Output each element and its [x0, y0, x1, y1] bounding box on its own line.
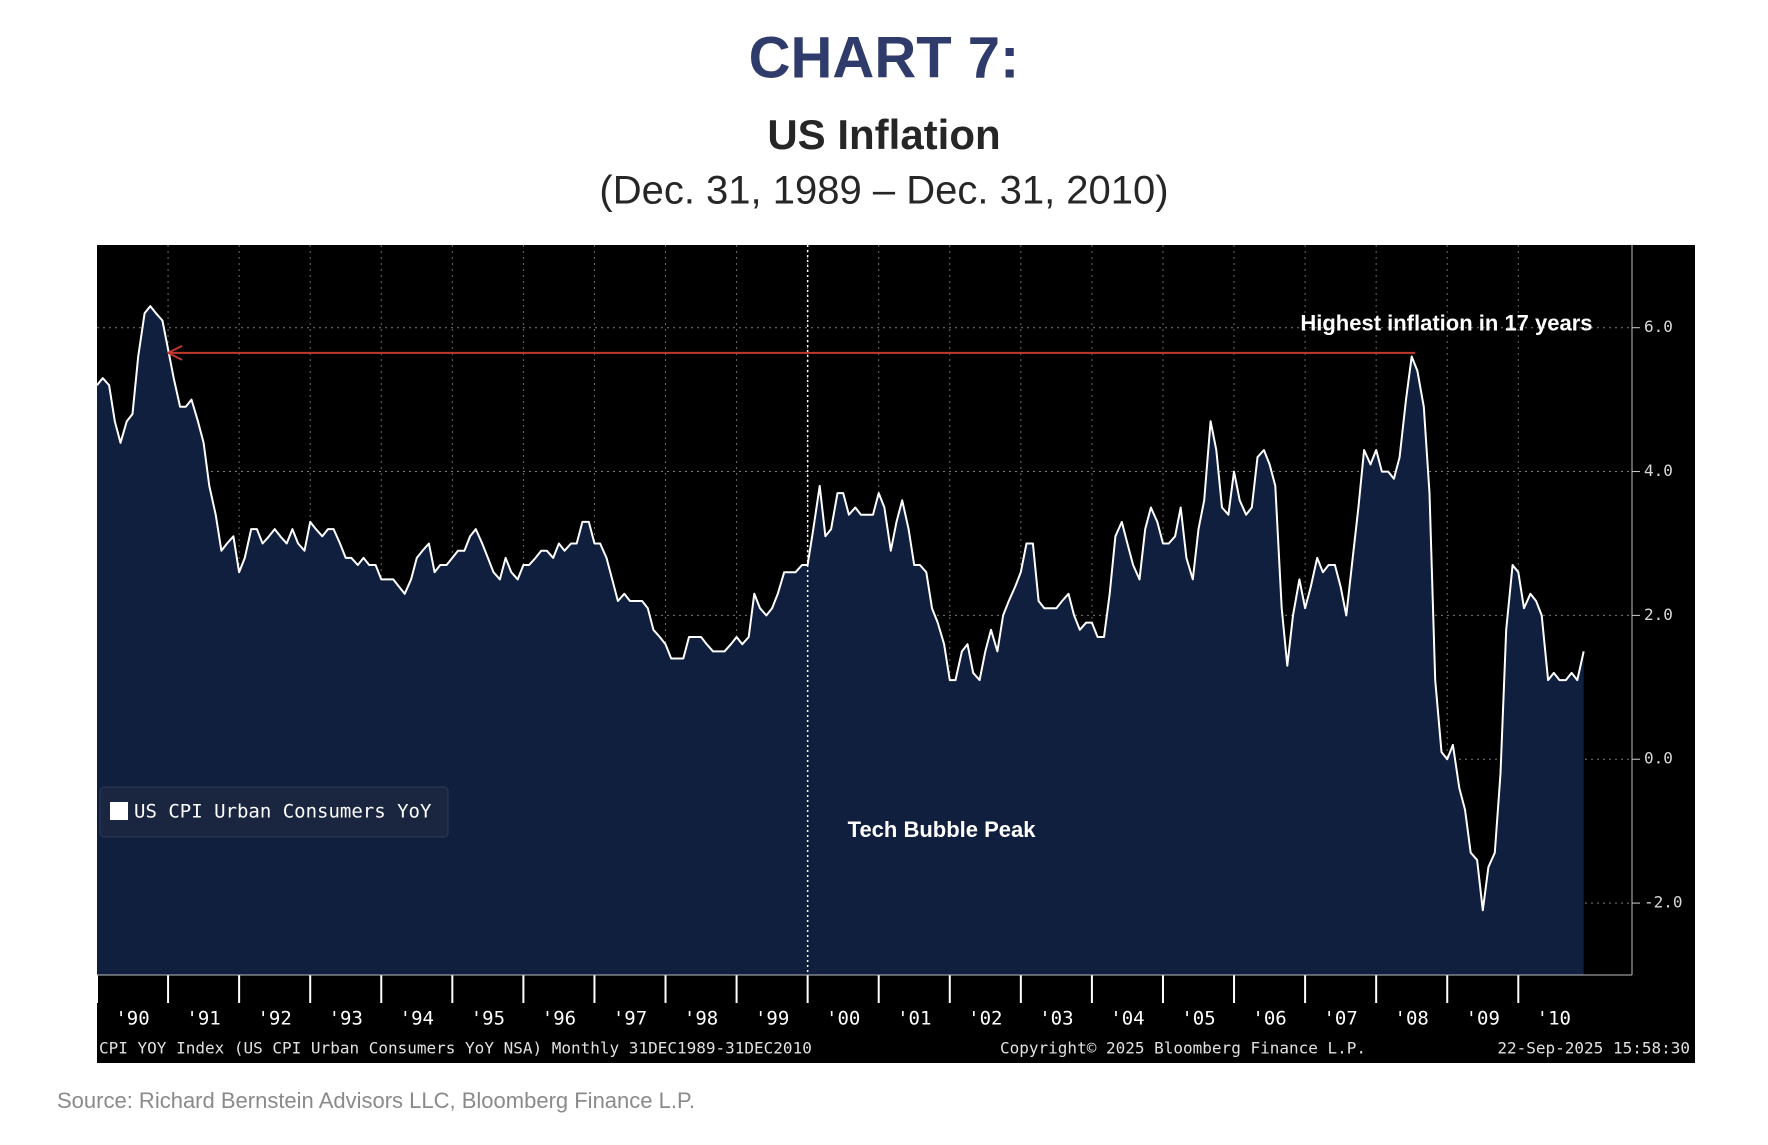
x-tick-label: '07	[1323, 1008, 1357, 1030]
y-tick-label: 4.0	[1644, 461, 1673, 480]
x-tick-label: '01	[897, 1008, 931, 1030]
y-tick-label: 6.0	[1644, 317, 1673, 336]
y-tick-label: -2.0	[1644, 893, 1683, 912]
x-tick-label: '92	[257, 1008, 291, 1030]
arrow-head	[167, 344, 183, 361]
chart-subtitle: US Inflation	[767, 111, 1000, 158]
x-tick-label: '99	[755, 1008, 789, 1030]
plot-area: -2.0 0.0 2.0 4.0 6.0 '90 '91 '92 '93 '94 '95 '96 '97…	[96, 245, 1683, 1030]
y-tick-label: 0.0	[1644, 749, 1673, 768]
x-tick-label: '02	[968, 1008, 1002, 1030]
x-tick-label: '08	[1395, 1008, 1429, 1030]
x-tick-label: '96	[542, 1008, 576, 1030]
legend-swatch	[110, 802, 128, 820]
legend-box	[99, 786, 449, 838]
footer-left: CPI YOY Index (US CPI Urban Consumers Yo…	[99, 1039, 812, 1058]
source-note: Source: Richard Bernstein Advisors LLC, …	[57, 1088, 695, 1113]
footer-timestamp: 22-Sep-2025 15:58:30	[1497, 1039, 1690, 1058]
x-tick-label: '98	[684, 1008, 718, 1030]
x-tick-label: '95	[471, 1008, 505, 1030]
event-label: Tech Bubble Peak	[848, 817, 1037, 842]
x-tick-label: '94	[400, 1008, 434, 1030]
x-tick-label: '00	[826, 1008, 860, 1030]
x-tick-label: '04	[1110, 1008, 1144, 1030]
annotation-label: Highest inflation in 17 years	[1300, 311, 1592, 336]
x-tick-label: '09	[1466, 1008, 1500, 1030]
x-tick-label: '90	[115, 1008, 149, 1030]
x-tick-label: '03	[1039, 1008, 1073, 1030]
x-tick-label: '97	[613, 1008, 647, 1030]
x-tick-label: '05	[1181, 1008, 1215, 1030]
chart-period: (Dec. 31, 1989 – Dec. 31, 2010)	[599, 169, 1168, 213]
chart-title: CHART 7:	[749, 25, 1020, 90]
legend-label: US CPI Urban Consumers YoY	[134, 801, 432, 823]
x-tick-label: '10	[1537, 1008, 1571, 1030]
footer-copyright: Copyright© 2025 Bloomberg Finance L.P.	[1000, 1039, 1366, 1058]
x-tick-label: '06	[1252, 1008, 1286, 1030]
y-tick-label: 2.0	[1644, 605, 1673, 624]
series-line	[96, 305, 1585, 912]
area-fill	[97, 306, 1584, 976]
x-tick-label: '91	[186, 1008, 220, 1030]
x-tick-label: '93	[329, 1008, 363, 1030]
